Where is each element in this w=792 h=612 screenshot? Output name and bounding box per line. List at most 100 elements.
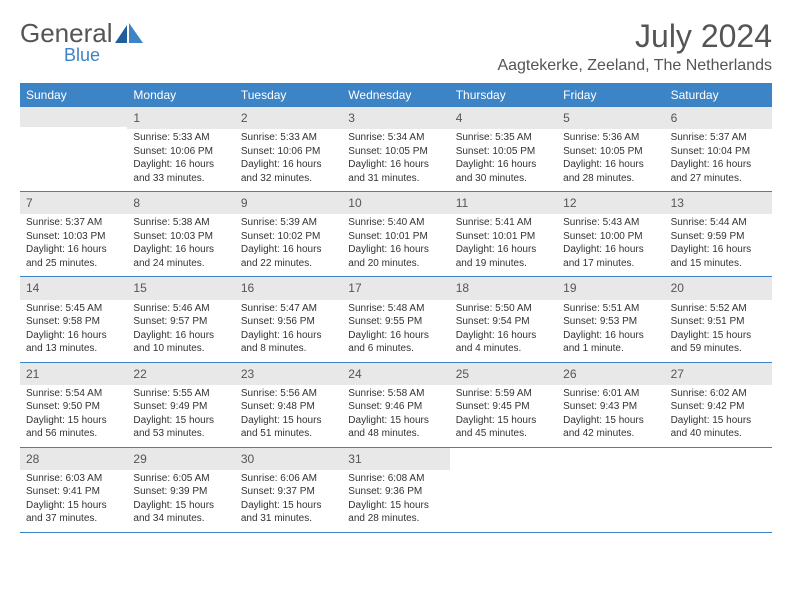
day-header-cell: Saturday — [665, 83, 772, 107]
detail-line: Sunrise: 5:39 AM — [241, 216, 336, 230]
calendar-cell: 27Sunrise: 6:02 AMSunset: 9:42 PMDayligh… — [665, 363, 772, 447]
detail-line: and 24 minutes. — [133, 257, 228, 271]
header: General Blue July 2024 Aagtekerke, Zeela… — [20, 18, 772, 75]
detail-line: and 31 minutes. — [348, 172, 443, 186]
detail-line: Daylight: 16 hours — [241, 243, 336, 257]
detail-line: Daylight: 16 hours — [563, 158, 658, 172]
day-header-cell: Friday — [557, 83, 664, 107]
detail-line: Daylight: 16 hours — [563, 243, 658, 257]
calendar-cell — [450, 448, 557, 532]
day-header-cell: Thursday — [450, 83, 557, 107]
date-number: 30 — [241, 451, 336, 467]
detail-line: Sunrise: 5:45 AM — [26, 302, 121, 316]
date-number: 25 — [456, 366, 551, 382]
detail-line: Daylight: 15 hours — [26, 499, 121, 513]
detail-line: and 34 minutes. — [133, 512, 228, 526]
detail-line: Sunset: 10:06 PM — [133, 145, 228, 159]
calendar-cell: 25Sunrise: 5:59 AMSunset: 9:45 PMDayligh… — [450, 363, 557, 447]
detail-line: and 59 minutes. — [671, 342, 766, 356]
calendar-cell: 26Sunrise: 6:01 AMSunset: 9:43 PMDayligh… — [557, 363, 664, 447]
detail-line: Daylight: 15 hours — [671, 329, 766, 343]
day-header-cell: Monday — [127, 83, 234, 107]
detail-line: and 51 minutes. — [241, 427, 336, 441]
calendar-cell: 3Sunrise: 5:34 AMSunset: 10:05 PMDayligh… — [342, 107, 449, 191]
detail-line: Sunset: 9:50 PM — [26, 400, 121, 414]
detail-line: Daylight: 16 hours — [241, 329, 336, 343]
day-header-cell: Tuesday — [235, 83, 342, 107]
detail-line: Sunrise: 5:34 AM — [348, 131, 443, 145]
date-number: 29 — [133, 451, 228, 467]
detail-line: Daylight: 15 hours — [241, 414, 336, 428]
date-number: 5 — [563, 110, 658, 126]
calendar-cell: 21Sunrise: 5:54 AMSunset: 9:50 PMDayligh… — [20, 363, 127, 447]
date-number: 13 — [671, 195, 766, 211]
date-number: 24 — [348, 366, 443, 382]
detail-line: and 56 minutes. — [26, 427, 121, 441]
date-number: 23 — [241, 366, 336, 382]
detail-line: Sunrise: 5:46 AM — [133, 302, 228, 316]
day-header-cell: Wednesday — [342, 83, 449, 107]
date-number: 26 — [563, 366, 658, 382]
detail-line: Sunset: 10:02 PM — [241, 230, 336, 244]
detail-line: Sunset: 9:49 PM — [133, 400, 228, 414]
logo-block: General Blue — [20, 18, 143, 66]
logo-text-blue: Blue — [64, 45, 143, 66]
calendar-cell: 19Sunrise: 5:51 AMSunset: 9:53 PMDayligh… — [557, 277, 664, 361]
calendar-cell: 15Sunrise: 5:46 AMSunset: 9:57 PMDayligh… — [127, 277, 234, 361]
detail-line: Sunset: 10:00 PM — [563, 230, 658, 244]
detail-line: and 31 minutes. — [241, 512, 336, 526]
detail-line: Sunrise: 6:06 AM — [241, 472, 336, 486]
detail-line: and 8 minutes. — [241, 342, 336, 356]
date-number: 10 — [348, 195, 443, 211]
detail-line: Daylight: 16 hours — [348, 158, 443, 172]
calendar-cell: 22Sunrise: 5:55 AMSunset: 9:49 PMDayligh… — [127, 363, 234, 447]
detail-line: and 45 minutes. — [456, 427, 551, 441]
calendar-cell: 5Sunrise: 5:36 AMSunset: 10:05 PMDayligh… — [557, 107, 664, 191]
detail-line: Sunrise: 5:36 AM — [563, 131, 658, 145]
detail-line: Sunset: 10:05 PM — [456, 145, 551, 159]
detail-line: Sunset: 9:39 PM — [133, 485, 228, 499]
detail-line: Sunrise: 5:58 AM — [348, 387, 443, 401]
date-number: 1 — [133, 110, 228, 126]
detail-line: Sunset: 9:36 PM — [348, 485, 443, 499]
detail-line: and 10 minutes. — [133, 342, 228, 356]
sail-icon — [115, 23, 143, 45]
detail-line: Daylight: 15 hours — [348, 499, 443, 513]
detail-line: Daylight: 16 hours — [26, 329, 121, 343]
detail-line: Daylight: 16 hours — [133, 329, 228, 343]
detail-line: Sunrise: 6:05 AM — [133, 472, 228, 486]
date-number: 6 — [671, 110, 766, 126]
detail-line: Sunrise: 6:03 AM — [26, 472, 121, 486]
month-title: July 2024 — [497, 18, 772, 55]
detail-line: Sunset: 9:42 PM — [671, 400, 766, 414]
detail-line: and 25 minutes. — [26, 257, 121, 271]
title-block: July 2024 Aagtekerke, Zeeland, The Nethe… — [497, 18, 772, 75]
date-number: 4 — [456, 110, 551, 126]
detail-line: and 32 minutes. — [241, 172, 336, 186]
date-number: 15 — [133, 280, 228, 296]
date-number: 31 — [348, 451, 443, 467]
week-row: 1Sunrise: 5:33 AMSunset: 10:06 PMDayligh… — [20, 107, 772, 192]
calendar-cell: 1Sunrise: 5:33 AMSunset: 10:06 PMDayligh… — [127, 107, 234, 191]
detail-line: and 28 minutes. — [348, 512, 443, 526]
calendar-cell: 29Sunrise: 6:05 AMSunset: 9:39 PMDayligh… — [127, 448, 234, 532]
detail-line: Daylight: 16 hours — [133, 243, 228, 257]
detail-line: Sunrise: 5:37 AM — [26, 216, 121, 230]
detail-line: Sunrise: 5:35 AM — [456, 131, 551, 145]
calendar-cell: 9Sunrise: 5:39 AMSunset: 10:02 PMDayligh… — [235, 192, 342, 276]
detail-line: and 1 minute. — [563, 342, 658, 356]
detail-line: Daylight: 16 hours — [563, 329, 658, 343]
detail-line: Daylight: 15 hours — [133, 414, 228, 428]
detail-line: Daylight: 16 hours — [348, 329, 443, 343]
calendar-cell: 20Sunrise: 5:52 AMSunset: 9:51 PMDayligh… — [665, 277, 772, 361]
calendar-cell: 14Sunrise: 5:45 AMSunset: 9:58 PMDayligh… — [20, 277, 127, 361]
calendar-cell: 16Sunrise: 5:47 AMSunset: 9:56 PMDayligh… — [235, 277, 342, 361]
calendar-cell — [557, 448, 664, 532]
detail-line: Sunset: 10:03 PM — [26, 230, 121, 244]
week-row: 14Sunrise: 5:45 AMSunset: 9:58 PMDayligh… — [20, 277, 772, 362]
detail-line: Sunset: 9:45 PM — [456, 400, 551, 414]
detail-line: Sunrise: 5:47 AM — [241, 302, 336, 316]
calendar-cell: 23Sunrise: 5:56 AMSunset: 9:48 PMDayligh… — [235, 363, 342, 447]
calendar-cell: 12Sunrise: 5:43 AMSunset: 10:00 PMDaylig… — [557, 192, 664, 276]
detail-line: Sunrise: 5:37 AM — [671, 131, 766, 145]
